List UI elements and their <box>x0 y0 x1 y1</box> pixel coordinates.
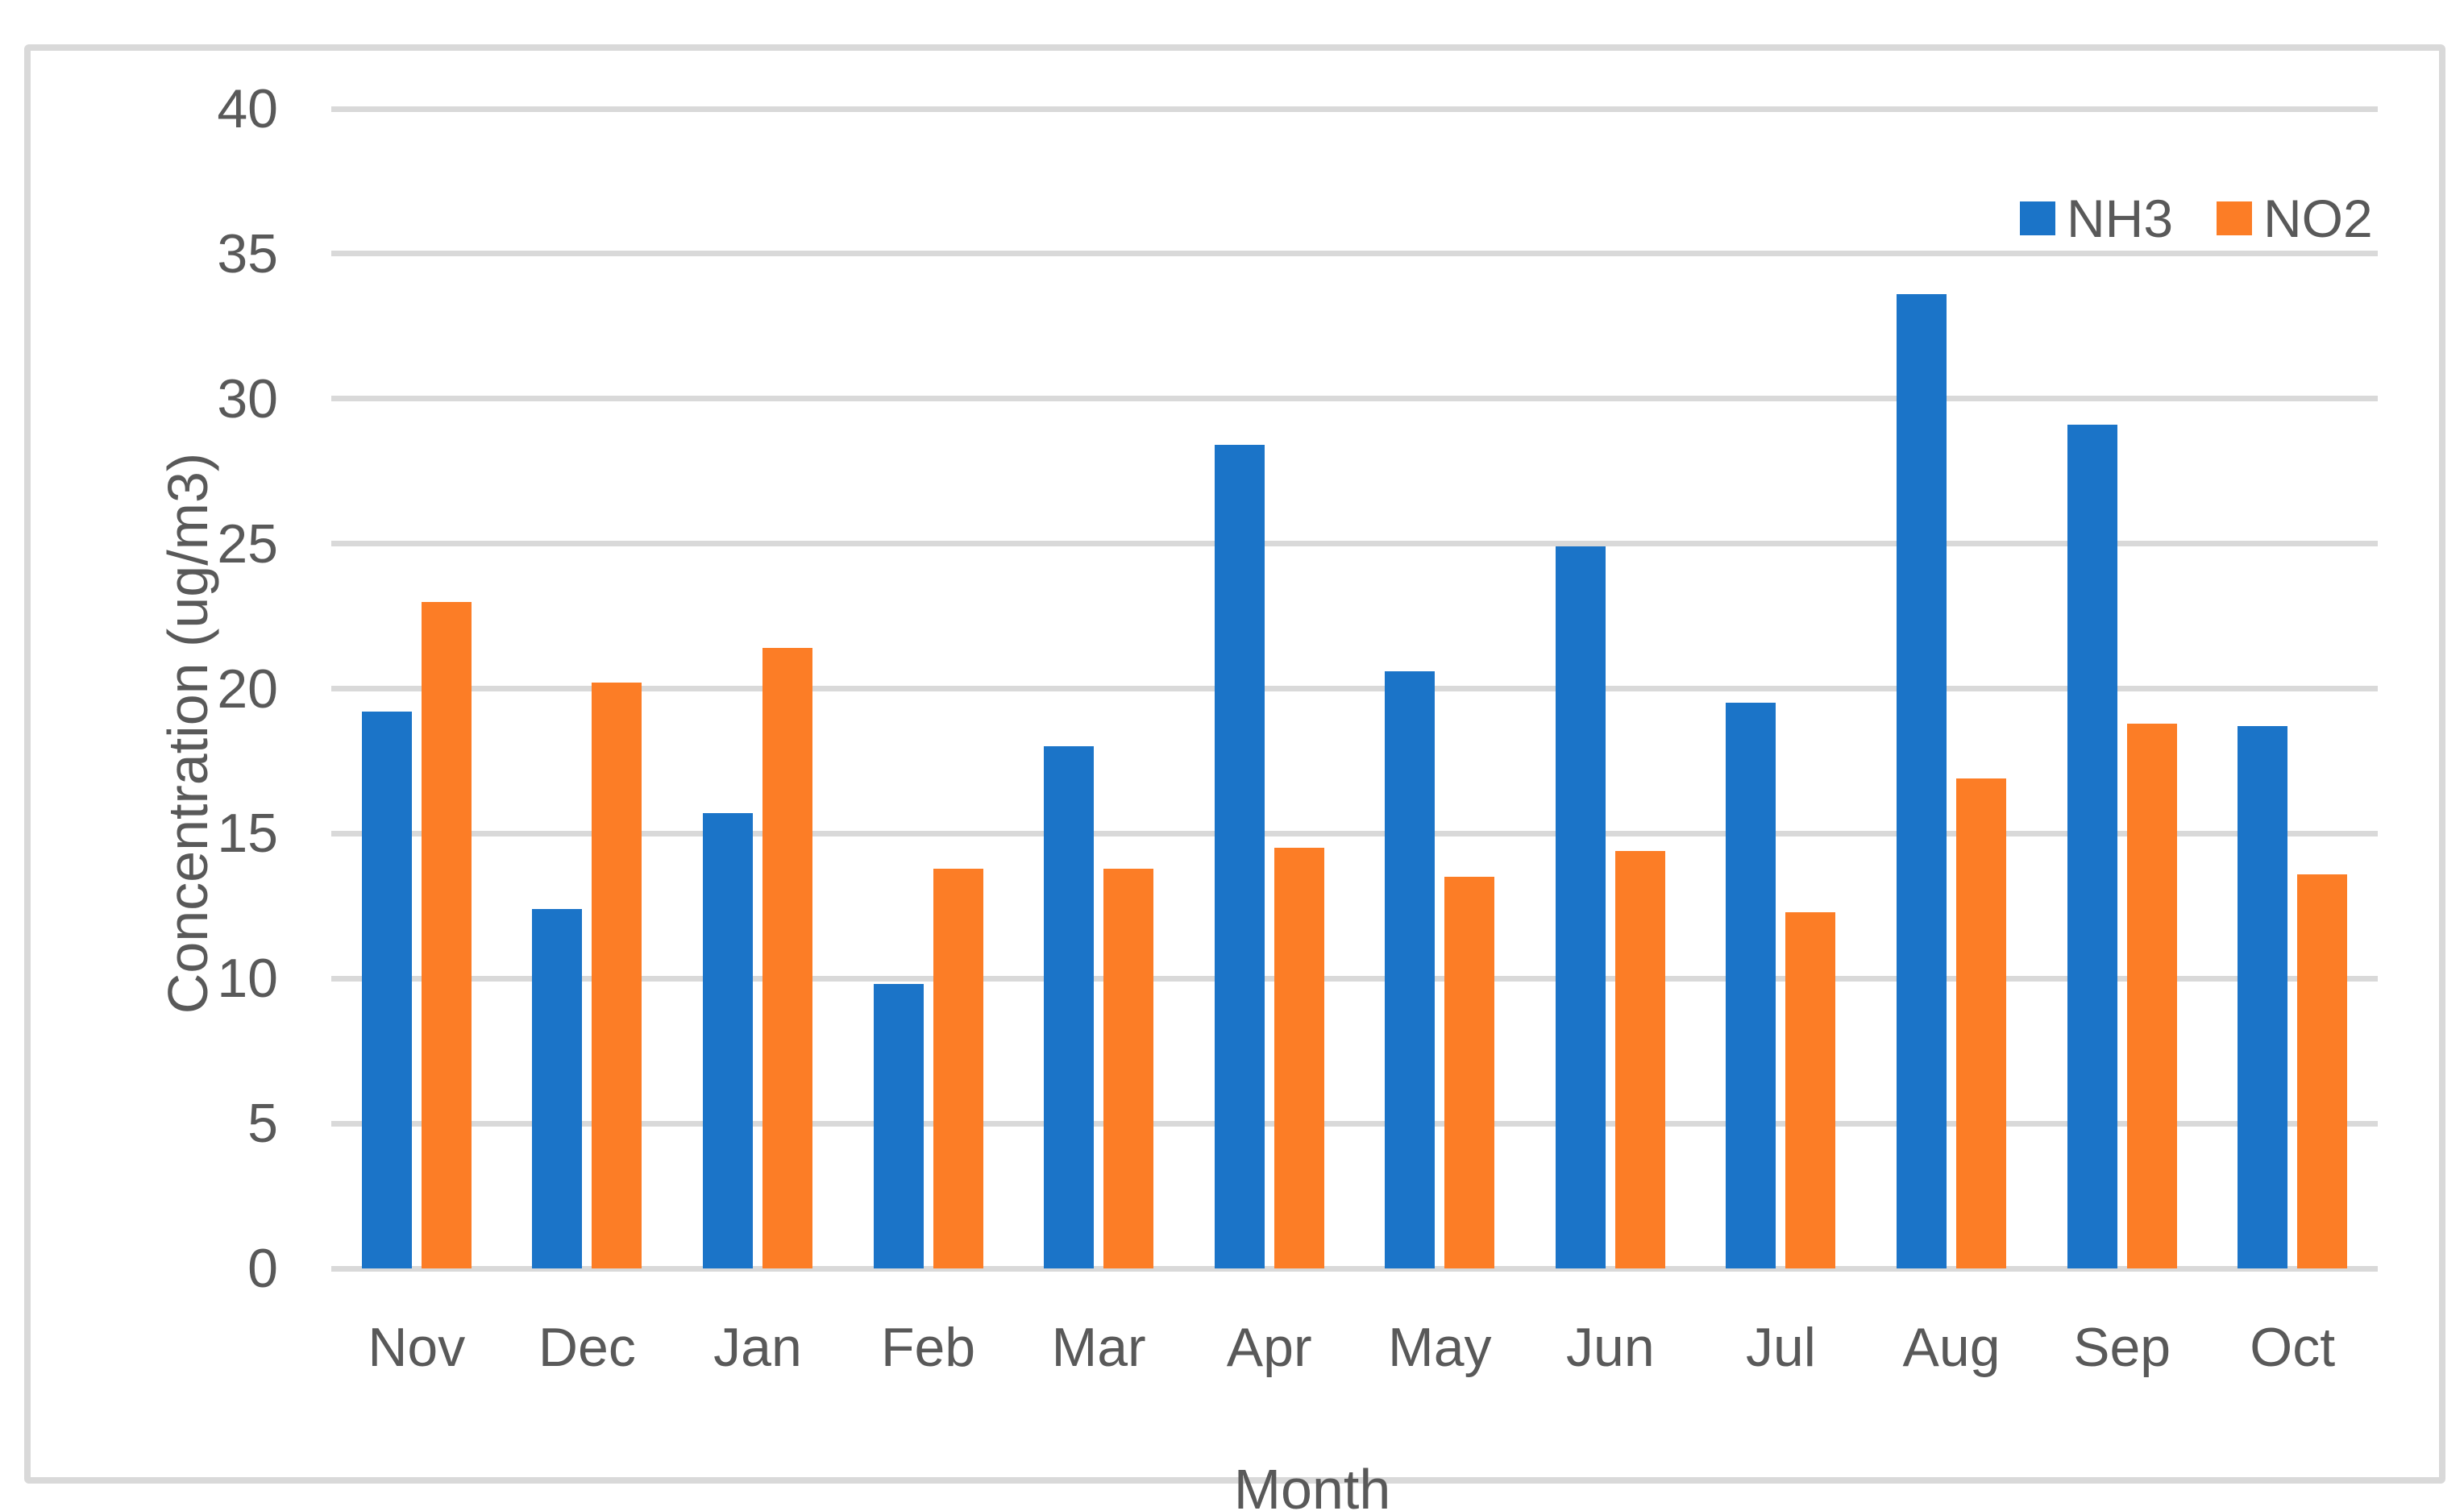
gridline-y-15 <box>331 830 2378 836</box>
legend-item-nh3: NH3 <box>2020 192 2173 245</box>
y-tick-label-10: 10 <box>217 948 278 1010</box>
chart-frame: 0 5 10 15 20 25 30 35 40 Nov Dec Jan Feb Mar Apr May Jun… <box>24 44 2445 1511</box>
legend-swatch-no2-icon <box>2217 201 2252 235</box>
y-tick-label-40: 40 <box>217 78 278 139</box>
x-tick-label-feb: Feb <box>880 1317 976 1378</box>
legend-label-nh3: NH3 <box>2067 189 2174 248</box>
bar-nh3-sep <box>2067 425 2117 1268</box>
x-tick-label-nov: Nov <box>368 1317 466 1378</box>
x-tick-label-mar: Mar <box>1051 1317 1146 1378</box>
legend-swatch-nh3-icon <box>2020 201 2055 235</box>
x-tick-label-apr: Apr <box>1226 1317 1312 1378</box>
bar-nh3-jul <box>1726 703 1776 1268</box>
gridline-y-30 <box>331 396 2378 402</box>
bar-nh3-feb <box>873 984 924 1268</box>
bar-no2-nov <box>421 601 472 1268</box>
bar-no2-oct <box>2297 874 2348 1268</box>
y-tick-label-0: 0 <box>247 1238 278 1299</box>
x-tick-label-jan: Jan <box>713 1317 802 1378</box>
bar-no2-mar <box>1103 868 1154 1268</box>
bar-no2-sep <box>2126 723 2177 1268</box>
legend-item-no2: NO2 <box>2217 192 2373 245</box>
x-tick-label-aug: Aug <box>1902 1317 2001 1378</box>
bar-nh3-dec <box>532 908 583 1268</box>
bar-no2-jul <box>1785 911 1836 1268</box>
bar-no2-apr <box>1274 848 1324 1268</box>
y-axis-title: Concentration (ug/m3) <box>156 452 219 1015</box>
bar-nh3-nov <box>361 712 412 1268</box>
x-tick-label-oct: Oct <box>2250 1317 2336 1378</box>
y-tick-label-20: 20 <box>217 658 278 720</box>
bar-no2-feb <box>933 868 983 1268</box>
x-tick-label-jun: Jun <box>1566 1317 1655 1378</box>
y-tick-label-25: 25 <box>217 513 278 575</box>
x-axis-title: Month <box>1233 1458 1391 1511</box>
gridline-y-25 <box>331 541 2378 547</box>
gridline-y-40 <box>331 106 2378 112</box>
bar-nh3-aug <box>1897 294 1947 1268</box>
bar-no2-jan <box>762 648 812 1268</box>
y-tick-label-5: 5 <box>247 1093 278 1155</box>
x-tick-label-jul: Jul <box>1745 1317 1816 1378</box>
bar-nh3-apr <box>1214 445 1265 1268</box>
y-tick-label-35: 35 <box>217 222 278 284</box>
gridline-y-20 <box>331 686 2378 691</box>
bar-nh3-jan <box>702 813 753 1268</box>
legend-label-no2: NO2 <box>2263 189 2373 248</box>
gridline-y-35 <box>331 251 2378 257</box>
bar-nh3-jun <box>1555 546 1606 1268</box>
bar-nh3-oct <box>2238 726 2288 1268</box>
gridline-y-10 <box>331 975 2378 982</box>
x-tick-label-dec: Dec <box>538 1317 636 1378</box>
x-tick-label-sep: Sep <box>2073 1317 2171 1378</box>
bar-no2-may <box>1444 877 1495 1268</box>
bar-no2-jun <box>1614 850 1665 1268</box>
bar-nh3-may <box>1385 670 1436 1268</box>
x-tick-label-may: May <box>1388 1317 1492 1378</box>
bar-nh3-mar <box>1044 746 1095 1268</box>
y-tick-label-15: 15 <box>217 803 278 865</box>
bar-no2-aug <box>1956 778 2007 1268</box>
bar-no2-dec <box>592 683 642 1268</box>
y-tick-label-30: 30 <box>217 367 278 430</box>
gridline-y-0 <box>331 1265 2378 1272</box>
gridline-y-5 <box>331 1120 2378 1127</box>
